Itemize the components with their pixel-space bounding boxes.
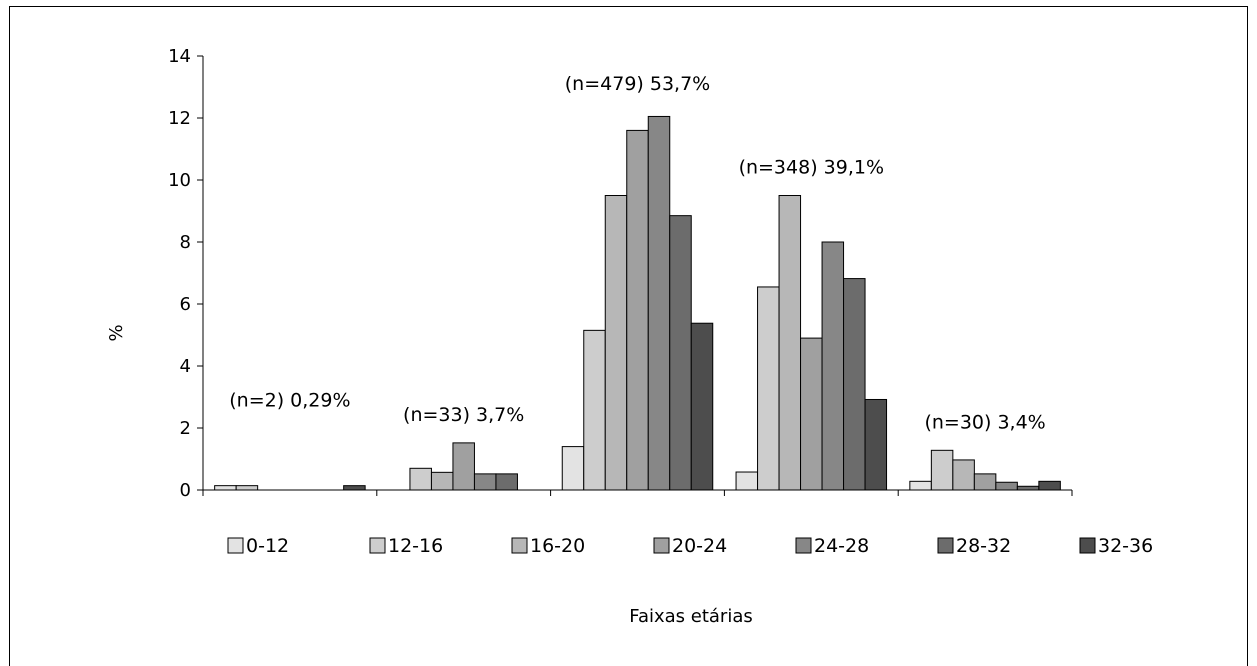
group-annotation: (n=2) 0,29%: [229, 389, 350, 411]
legend-swatch: [795, 537, 812, 554]
bar-0-12: [735, 471, 759, 491]
bar-12-16: [930, 449, 954, 491]
y-tick-label: 14: [168, 46, 191, 67]
bar-28-32: [495, 473, 518, 491]
legend: 0-12 12-16 16-20 20-24 24-28 28-32 32-36: [227, 535, 1153, 557]
legend-label: 28-32: [956, 535, 1011, 557]
y-tick-label: 0: [180, 480, 191, 501]
bar-28-32: [843, 278, 866, 491]
bar-20-24: [800, 337, 823, 491]
bar-32-36: [690, 322, 714, 491]
legend-label: 20-24: [672, 535, 727, 557]
bar-0-12: [561, 446, 585, 491]
legend-label: 0-12: [246, 535, 289, 557]
bar-12-16: [583, 329, 606, 491]
bar-12-16: [757, 286, 780, 491]
y-tick-label: 4: [180, 356, 191, 377]
bar-20-24: [452, 442, 475, 491]
y-tick-label: 6: [180, 294, 191, 315]
group-annotation: (n=348) 39,1%: [739, 157, 884, 179]
group-annotation: (n=479) 53,7%: [565, 73, 710, 95]
bar-28-32: [1016, 485, 1040, 491]
bars-layer: [214, 115, 1061, 491]
group-annotation: (n=33) 3,7%: [403, 404, 524, 426]
y-axis-label: %: [106, 324, 127, 341]
x-axis-label: Faixas etárias: [629, 606, 753, 627]
y-tick-label: 12: [168, 108, 191, 129]
y-tick-label: 2: [180, 418, 191, 439]
bar-16-20: [778, 195, 802, 491]
bar-28-32: [669, 215, 692, 491]
legend-swatch: [227, 537, 244, 554]
legend-swatch: [653, 537, 670, 554]
y-tick-label: 10: [168, 170, 191, 191]
bar-24-28: [821, 241, 845, 491]
bar-0-12: [909, 480, 932, 491]
bar-16-20: [604, 195, 628, 491]
bar-32-36: [1038, 480, 1061, 491]
bar-20-24: [626, 129, 649, 491]
chart-frame: [9, 6, 1248, 666]
legend-label: 16-20: [530, 535, 585, 557]
annotations-layer: (n=2) 0,29% (n=33) 3,7% (n=479) 53,7% (n=34…: [229, 73, 1045, 433]
bar-24-28: [995, 481, 1018, 491]
legend-label: 12-16: [388, 535, 443, 557]
legend-label: 32-36: [1098, 535, 1153, 557]
bar-24-28: [473, 473, 497, 491]
bar-20-24: [973, 473, 997, 491]
bar-12-16: [409, 467, 432, 491]
legend-swatch: [1079, 537, 1096, 554]
y-tick-label: 8: [180, 232, 191, 253]
bar-0-12: [214, 485, 237, 491]
group-annotation: (n=30) 3,4%: [924, 411, 1045, 433]
legend-swatch: [937, 537, 954, 554]
bar-24-28: [647, 115, 671, 491]
bar-12-16: [235, 485, 259, 491]
legend-swatch: [369, 537, 386, 554]
legend-label: 24-28: [814, 535, 869, 557]
bar-32-36: [343, 485, 366, 491]
bar-16-20: [952, 459, 975, 491]
bar-32-36: [864, 398, 888, 491]
legend-swatch: [511, 537, 528, 554]
bar-16-20: [430, 471, 454, 491]
